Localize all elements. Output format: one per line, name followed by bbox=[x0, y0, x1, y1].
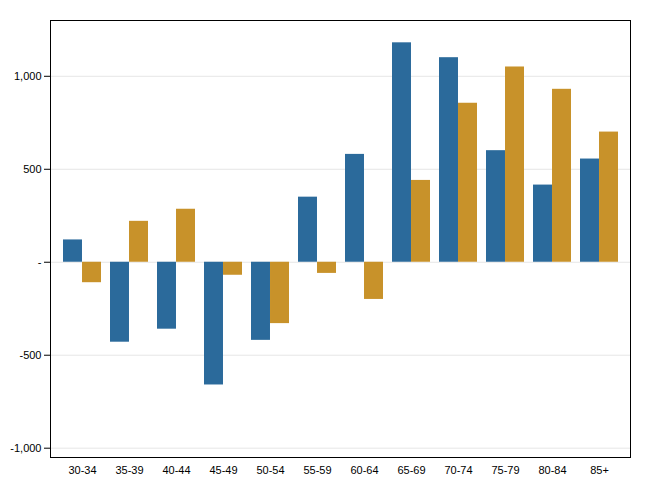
svg-text:40-44: 40-44 bbox=[162, 464, 190, 476]
svg-text:45-49: 45-49 bbox=[209, 464, 237, 476]
svg-text:80-84: 80-84 bbox=[538, 464, 566, 476]
svg-text:30-34: 30-34 bbox=[68, 464, 96, 476]
svg-text:55-59: 55-59 bbox=[303, 464, 331, 476]
svg-text:-500: -500 bbox=[19, 349, 41, 361]
svg-text:85+: 85+ bbox=[590, 464, 609, 476]
svg-text:70-74: 70-74 bbox=[444, 464, 472, 476]
svg-text:-: - bbox=[38, 256, 42, 268]
svg-text:50-54: 50-54 bbox=[256, 464, 284, 476]
svg-text:35-39: 35-39 bbox=[115, 464, 143, 476]
svg-text:75-79: 75-79 bbox=[491, 464, 519, 476]
svg-text:60-64: 60-64 bbox=[350, 464, 378, 476]
svg-text:-1,000: -1,000 bbox=[10, 442, 41, 454]
svg-text:65-69: 65-69 bbox=[397, 464, 425, 476]
svg-text:500: 500 bbox=[23, 163, 41, 175]
svg-text:1,000: 1,000 bbox=[14, 70, 42, 82]
